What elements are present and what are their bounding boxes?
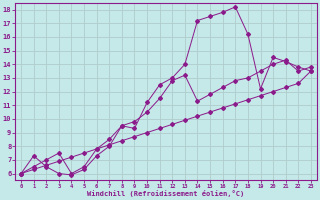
X-axis label: Windchill (Refroidissement éolien,°C): Windchill (Refroidissement éolien,°C): [87, 190, 244, 197]
